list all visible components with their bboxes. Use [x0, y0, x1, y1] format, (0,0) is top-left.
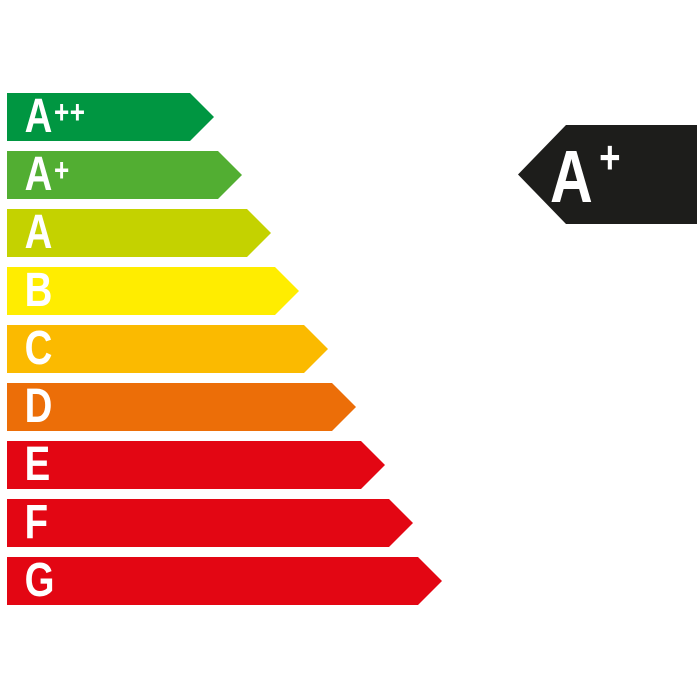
rating-bar-label: A [7, 209, 54, 257]
rating-bar-label: E [7, 441, 52, 489]
rating-bar-label: D [7, 383, 54, 431]
rating-bar-b: B [7, 267, 299, 315]
rating-bar-label: F [7, 499, 50, 547]
rating-bar-a-plus-plus: A++ [7, 93, 214, 141]
rating-grade: F [24, 496, 49, 549]
rating-grade: G [24, 554, 55, 607]
selected-rating-superscript: + [599, 131, 621, 184]
rating-bar-a-plus: A+ [7, 151, 242, 199]
rating-bar-g: G [7, 557, 442, 605]
rating-grade: A [24, 206, 53, 259]
selected-rating-grade: A [550, 135, 593, 218]
rating-grade: A [24, 90, 53, 143]
rating-bar-label: G [7, 557, 56, 605]
rating-bar-label: B [7, 267, 54, 315]
rating-bar-e: E [7, 441, 385, 489]
rating-grade: B [24, 264, 53, 317]
selected-rating-label: A + [518, 134, 621, 214]
rating-bar-c: C [7, 325, 328, 373]
rating-bar-d: D [7, 383, 356, 431]
rating-grade: A [24, 148, 53, 201]
rating-bar-label: A+ [7, 151, 70, 199]
rating-bar-a: A [7, 209, 271, 257]
rating-grade: C [24, 322, 53, 375]
rating-grade: E [24, 438, 51, 491]
rating-bar-label: A++ [7, 93, 85, 141]
rating-bar-label: C [7, 325, 54, 373]
rating-grade-superscript: + [53, 150, 70, 188]
rating-grade-superscript: ++ [53, 92, 86, 130]
rating-bar-f: F [7, 499, 413, 547]
selected-rating-badge: A + [518, 125, 697, 224]
rating-grade: D [24, 380, 53, 433]
